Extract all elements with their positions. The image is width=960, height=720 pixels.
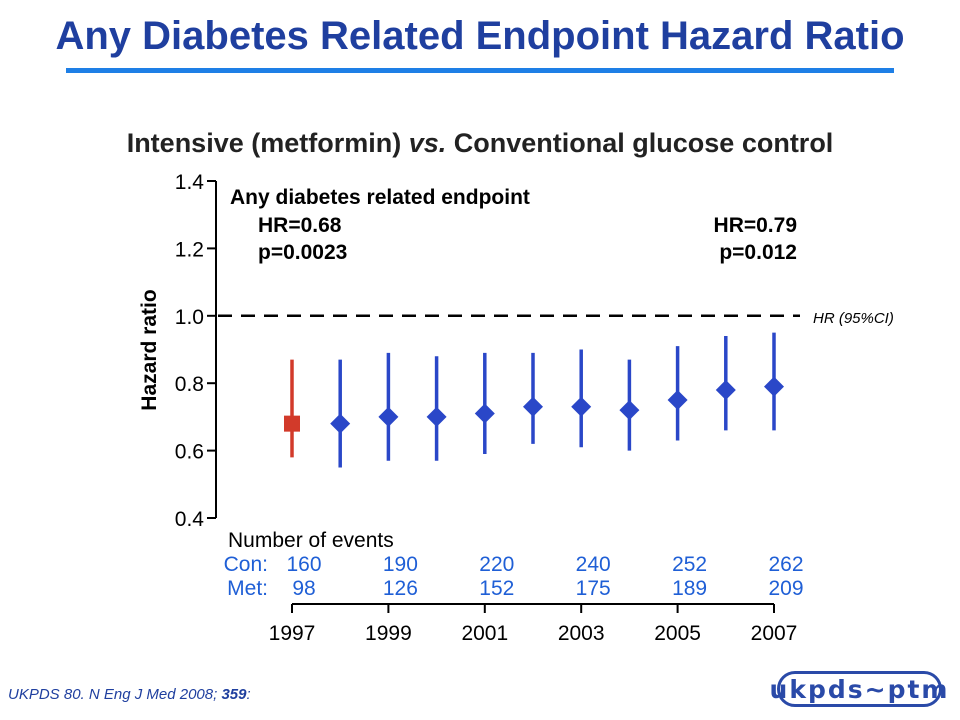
ukpds-logo: ukpds~ptm: [770, 671, 947, 707]
hr-point-diamond: [764, 376, 784, 397]
annotation-heading: Any diabetes related endpoint: [230, 186, 530, 209]
annotation-left-hr: HR=0.68: [258, 214, 342, 237]
chart-subtitle: Intensive (metformin) vs. Conventional g…: [0, 128, 960, 159]
hr-point-diamond: [330, 413, 351, 434]
events-con-label: Con:: [224, 553, 268, 576]
events-met-label: Met:: [227, 577, 268, 600]
events-con-value: 190: [383, 553, 418, 576]
page-title: Any Diabetes Related Endpoint Hazard Rat…: [55, 14, 905, 58]
y-tick-label: 0.4: [175, 508, 205, 531]
x-tick-label: 2001: [461, 622, 508, 645]
hr-point-diamond: [426, 406, 447, 427]
hr-point-square: [284, 415, 300, 432]
y-tick-label: 1.0: [175, 306, 204, 329]
citation-text: UKPDS 80. N Eng J Med 2008;: [8, 686, 222, 703]
hr-point-diamond: [474, 403, 495, 424]
reference-line-label: HR (95%CI): [813, 310, 894, 327]
y-tick-label: 1.2: [175, 238, 204, 261]
events-heading: Number of events: [228, 529, 394, 552]
x-tick-label: 2003: [558, 622, 605, 645]
events-met-value: 209: [768, 577, 803, 600]
annotation-right-p: p=0.012: [719, 241, 797, 264]
x-tick-label: 1997: [269, 622, 316, 645]
y-tick-label: 0.8: [175, 373, 204, 396]
citation-volume: 359: [221, 686, 247, 703]
events-con-value: 252: [672, 553, 707, 576]
hr-point-diamond: [715, 379, 736, 400]
subtitle-prefix: Intensive (metformin): [126, 128, 409, 158]
events-con-value: 240: [576, 553, 611, 576]
hr-point-diamond: [523, 396, 543, 417]
y-tick-label: 1.4: [175, 171, 205, 194]
citation-end: :: [246, 686, 251, 703]
citation: UKPDS 80. N Eng J Med 2008; 359:: [8, 686, 251, 703]
y-axis-label: Hazard ratio: [138, 289, 161, 410]
hr-point-diamond: [619, 400, 640, 421]
subtitle-vs: vs.: [408, 128, 447, 158]
hr-point-diamond: [571, 396, 592, 417]
events-met-value: 98: [292, 577, 315, 600]
title-underline: [66, 68, 894, 73]
events-con-value: 220: [479, 553, 514, 576]
events-met-value: 189: [672, 577, 707, 600]
events-con-value: 160: [286, 553, 321, 576]
hr-point-diamond: [378, 406, 399, 427]
annotation-left-p: p=0.0023: [258, 241, 347, 264]
events-con-value: 262: [768, 553, 803, 576]
hr-point-diamond: [667, 390, 688, 411]
annotation-right-hr: HR=0.79: [714, 214, 797, 237]
x-tick-label: 2005: [654, 622, 701, 645]
events-met-value: 175: [576, 577, 611, 600]
events-met-value: 152: [479, 577, 514, 600]
x-tick-label: 1999: [365, 622, 412, 645]
events-met-value: 126: [383, 577, 418, 600]
y-tick-label: 0.6: [175, 441, 204, 464]
x-tick-label: 2007: [751, 622, 798, 645]
subtitle-suffix: Conventional glucose control: [446, 128, 834, 158]
